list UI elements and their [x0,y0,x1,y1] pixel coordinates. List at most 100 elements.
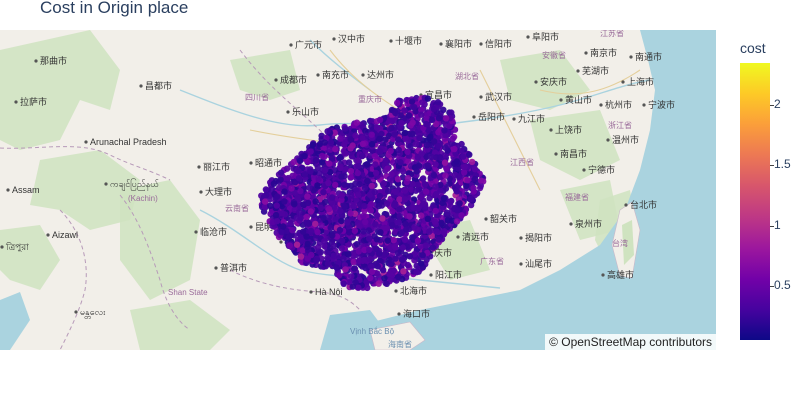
cost-point[interactable] [407,143,414,150]
cost-point[interactable] [409,241,417,249]
cost-point[interactable] [453,158,461,165]
cost-point[interactable] [443,209,451,216]
cost-point[interactable] [427,133,434,141]
cost-point[interactable] [304,255,311,262]
cost-point[interactable] [395,146,402,154]
cost-point[interactable] [322,198,329,206]
cost-point[interactable] [338,173,345,180]
cost-point[interactable] [435,236,443,243]
cost-point[interactable] [430,171,438,179]
cost-point[interactable] [383,280,390,287]
cost-point[interactable] [300,228,307,235]
cost-point[interactable] [367,274,374,282]
cost-point[interactable] [435,114,443,122]
cost-point[interactable] [278,169,285,176]
cost-point[interactable] [468,158,476,166]
cost-point[interactable] [456,200,463,207]
cost-point[interactable] [449,135,456,142]
cost-point[interactable] [424,95,432,102]
cost-point[interactable] [318,132,325,139]
cost-point[interactable] [262,186,270,193]
cost-point[interactable] [401,129,409,137]
cost-point[interactable] [432,207,439,215]
cost-point[interactable] [327,224,334,231]
cost-point[interactable] [424,162,432,169]
cost-point[interactable] [374,263,381,270]
cost-point[interactable] [285,174,292,182]
cost-point[interactable] [402,134,409,142]
cost-point[interactable] [388,260,395,268]
map-area[interactable]: 广元市 汉中市 十堰市 襄阳市 信阳市 阜阳市 江苏省 那曲市 昌都市 成都市 南充市 达州市 湖北省南… [0,30,716,350]
cost-point[interactable] [355,248,362,255]
cost-point[interactable] [325,179,332,187]
cost-point[interactable] [296,209,303,216]
cost-point[interactable] [304,193,311,200]
cost-point[interactable] [380,180,387,187]
cost-point[interactable] [406,213,413,220]
cost-point[interactable] [438,219,445,226]
cost-point[interactable] [422,188,430,195]
cost-point[interactable] [307,208,314,215]
cost-point[interactable] [435,142,442,150]
cost-point[interactable] [420,200,427,208]
cost-point[interactable] [419,252,426,259]
cost-point[interactable] [371,188,378,196]
cost-point[interactable] [392,109,399,117]
cost-point[interactable] [289,227,296,234]
cost-point[interactable] [433,190,440,198]
cost-point[interactable] [377,229,384,236]
cost-point[interactable] [388,124,395,132]
cost-point[interactable] [455,173,463,181]
cost-point[interactable] [425,126,432,134]
cost-point[interactable] [455,165,462,172]
cost-point[interactable] [361,207,368,214]
cost-point[interactable] [463,182,470,189]
cost-point[interactable] [390,236,397,244]
cost-point[interactable] [314,228,321,236]
cost-point[interactable] [418,106,425,114]
cost-point[interactable] [436,154,444,161]
cost-point[interactable] [324,254,331,262]
cost-point[interactable] [336,154,344,161]
cost-point[interactable] [453,188,460,195]
cost-point[interactable] [332,145,339,153]
cost-point[interactable] [361,202,368,210]
cost-point[interactable] [321,153,328,160]
cost-point[interactable] [408,98,416,105]
cost-point[interactable] [414,181,421,188]
cost-point[interactable] [399,168,407,175]
cost-point[interactable] [326,160,333,167]
cost-point[interactable] [432,161,439,168]
cost-point[interactable] [329,194,336,201]
cost-point[interactable] [277,176,284,183]
cost-point[interactable] [423,242,430,249]
cost-point[interactable] [324,128,331,135]
cost-point[interactable] [395,136,402,143]
cost-point[interactable] [381,275,388,282]
cost-point[interactable] [384,165,391,172]
cost-point[interactable] [338,192,346,199]
cost-point[interactable] [412,187,420,194]
cost-point[interactable] [405,158,412,165]
cost-point[interactable] [361,184,369,192]
cost-point[interactable] [389,221,396,229]
cost-point[interactable] [451,145,458,153]
cost-point[interactable] [295,175,303,182]
cost-point[interactable] [411,104,418,111]
cost-point[interactable] [273,202,280,209]
cost-point[interactable] [274,193,281,200]
cost-point[interactable] [428,153,435,161]
cost-point[interactable] [332,216,340,223]
cost-point[interactable] [366,191,374,198]
cost-point[interactable] [330,242,337,249]
cost-point[interactable] [270,180,278,187]
cost-point[interactable] [272,211,280,219]
cost-point[interactable] [391,131,398,138]
cost-point[interactable] [433,228,440,235]
cost-point[interactable] [359,152,366,160]
cost-point[interactable] [361,246,368,254]
cost-point[interactable] [286,242,294,249]
cost-point[interactable] [313,257,320,264]
cost-point[interactable] [327,146,334,153]
